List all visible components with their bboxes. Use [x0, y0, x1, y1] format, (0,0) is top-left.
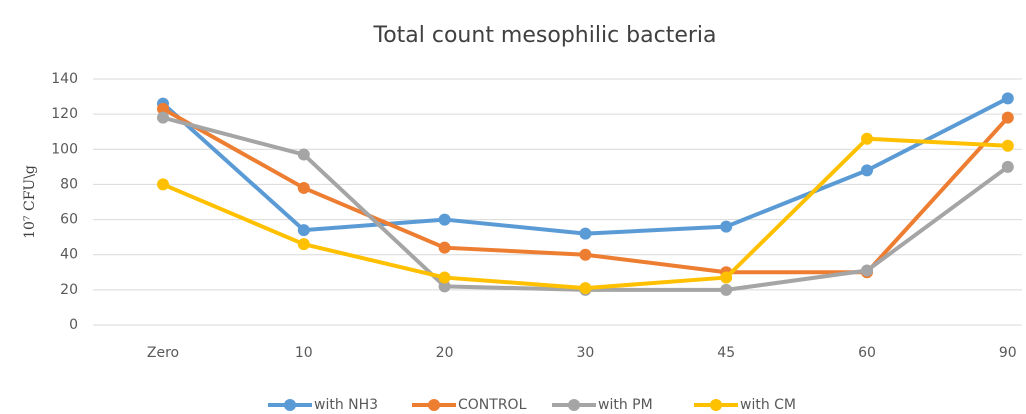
x-tick-label: 10 [295, 345, 313, 361]
chart-title: Total count mesophilic bacteria [373, 23, 717, 48]
point [297, 238, 310, 251]
legend-marker [710, 399, 722, 411]
y-tick-label: 80 [60, 176, 78, 192]
legend-marker [568, 399, 580, 411]
x-tick-label: Zero [147, 345, 179, 361]
x-tick-label: 45 [717, 345, 735, 361]
y-tick-label: 20 [60, 282, 78, 298]
y-tick-label: 120 [51, 106, 78, 122]
point [1001, 111, 1014, 124]
point [720, 283, 733, 296]
point [1001, 160, 1014, 173]
x-tick-label: 20 [436, 345, 454, 361]
point [157, 178, 169, 191]
point [157, 102, 169, 115]
point [579, 282, 592, 295]
y-tick-label: 140 [51, 71, 78, 87]
point [861, 132, 873, 145]
point [1001, 92, 1014, 105]
point [579, 227, 592, 240]
point [861, 164, 873, 177]
point [297, 148, 310, 161]
x-tick-label: 60 [858, 345, 876, 361]
y-tick-label: 0 [69, 317, 78, 333]
y-tick-label: 40 [60, 247, 78, 263]
point [438, 271, 451, 284]
point [720, 271, 733, 284]
series-line [161, 96, 1009, 236]
x-tick-label: 30 [576, 345, 594, 361]
y-tick-label: 60 [60, 212, 78, 228]
point [438, 241, 451, 254]
y-tick-label: 100 [51, 141, 78, 157]
point [579, 248, 592, 261]
legend-marker [284, 399, 296, 411]
point [438, 280, 451, 293]
point [1001, 139, 1014, 152]
series-line [162, 115, 1009, 292]
point [720, 220, 733, 233]
series-line [162, 107, 1010, 275]
point [438, 213, 451, 226]
point [861, 264, 873, 277]
x-tick-label: 90 [999, 345, 1017, 361]
legend-label: with NH3 [314, 397, 378, 413]
point [157, 111, 169, 124]
legend-label: CONTROL [458, 397, 527, 413]
legend-marker [428, 399, 440, 411]
y-axis-label: 10⁷ CFU\g [22, 165, 38, 239]
point [297, 224, 310, 237]
point [297, 181, 310, 194]
legend-label: with PM [598, 397, 653, 413]
legend-label: with CM [740, 397, 796, 413]
